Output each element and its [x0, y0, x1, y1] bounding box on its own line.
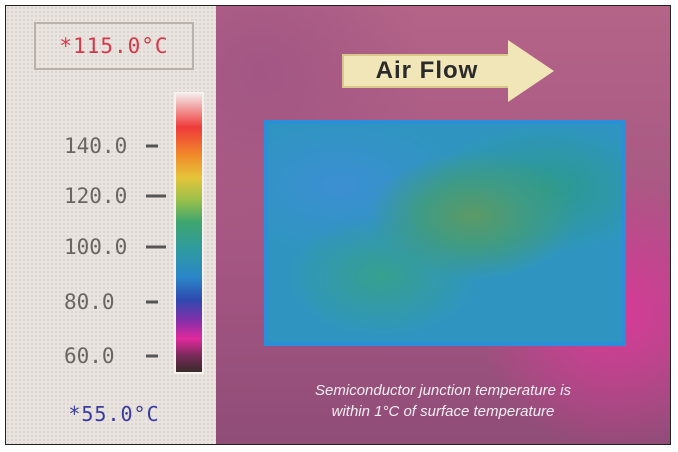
- thermal-image: Air Flow Semiconductor junction temperat…: [216, 6, 670, 444]
- temperature-legend-panel: *115.0°C 140.0 120.0 100.0 80.0 60.0 *55…: [6, 6, 216, 444]
- tick-label: 100.0: [64, 235, 128, 259]
- tick-label: 140.0: [64, 134, 128, 158]
- tick-mark: [146, 194, 166, 198]
- airflow-arrow-body: Air Flow: [342, 54, 512, 88]
- figure-caption: Semiconductor junction temperature is wi…: [216, 380, 670, 422]
- tick-mark: [146, 300, 158, 304]
- tick-label: 80.0: [64, 290, 115, 314]
- airflow-label: Air Flow: [375, 57, 479, 84]
- tick-mark: [146, 354, 158, 358]
- temperature-color-scale: [174, 92, 204, 374]
- max-temperature-readout: *115.0°C: [34, 22, 194, 70]
- caption-line-2: within 1°C of surface temperature: [331, 403, 555, 420]
- heatsink-thermal-region: [264, 120, 626, 346]
- tick-mark: [146, 144, 158, 148]
- min-temperature-readout: *55.0°C: [68, 402, 160, 426]
- caption-line-1: Semiconductor junction temperature is: [315, 382, 571, 399]
- thermal-figure: *115.0°C 140.0 120.0 100.0 80.0 60.0 *55…: [5, 5, 671, 445]
- tick-label: 120.0: [64, 184, 128, 208]
- tick-mark: [146, 245, 166, 249]
- airflow-arrow: Air Flow: [342, 40, 564, 102]
- arrow-right-icon: [508, 40, 554, 102]
- tick-label: 60.0: [64, 344, 115, 368]
